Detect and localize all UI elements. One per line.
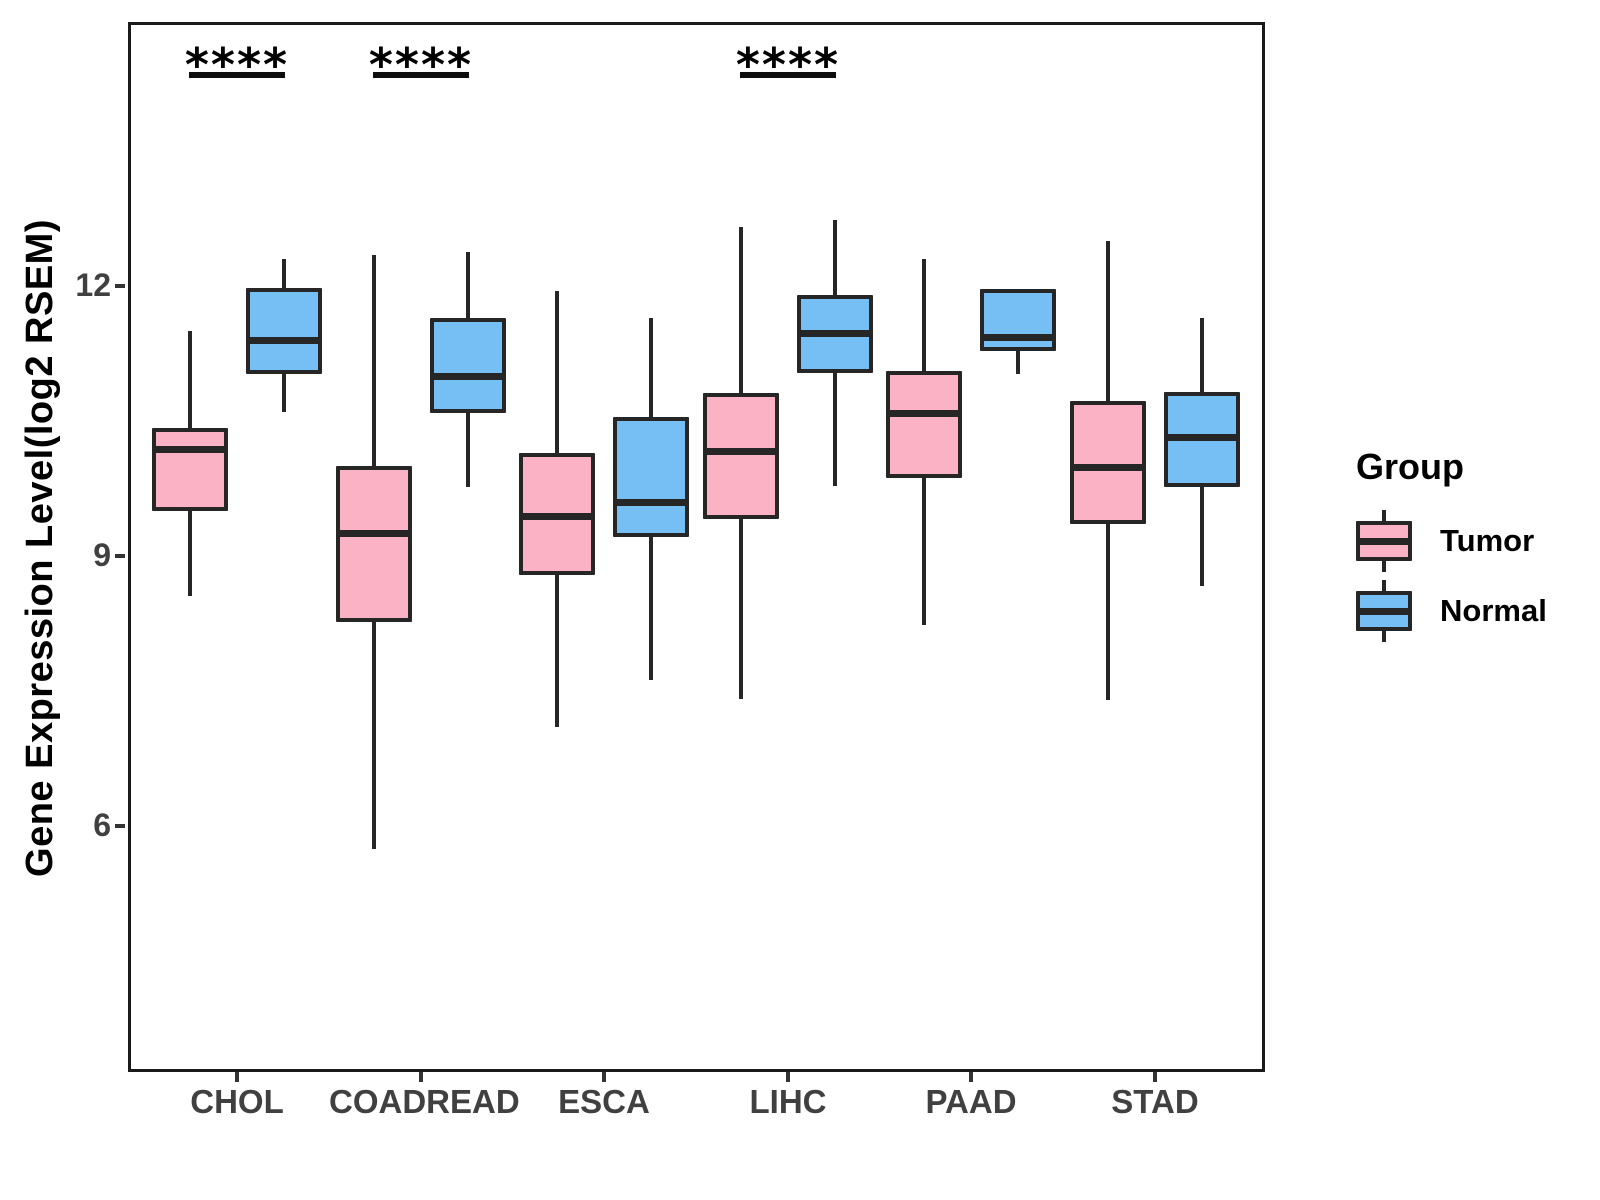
- x-axis-tick-coadread: [419, 1072, 423, 1082]
- significance-line-lihc: [740, 72, 836, 78]
- significance-stars-coadread: ****: [368, 38, 474, 92]
- box-coadread-tumor: [336, 466, 412, 622]
- x-axis-label-stad: STAD: [1111, 1083, 1199, 1120]
- median-chol-normal: [246, 337, 322, 344]
- box-esca-normal: [613, 417, 689, 537]
- median-esca-normal: [613, 499, 689, 506]
- significance-stars-chol: ****: [184, 38, 290, 92]
- legend-label-normal: Normal: [1440, 593, 1547, 628]
- legend-glyph-normal: [1356, 580, 1412, 642]
- legend-glyph-median: [1356, 538, 1412, 545]
- legend-glyph-median: [1356, 608, 1412, 615]
- x-axis-tick-paad: [969, 1072, 973, 1082]
- median-stad-tumor: [1070, 464, 1146, 471]
- legend-entry-normal: Normal: [1356, 580, 1596, 642]
- box-coadread-normal: [430, 318, 506, 413]
- y-axis-tick-9: [115, 554, 125, 558]
- median-coadread-tumor: [336, 530, 412, 537]
- x-axis-tick-stad: [1153, 1072, 1157, 1082]
- box-chol-tumor: [152, 428, 228, 511]
- legend-label-tumor: Tumor: [1440, 523, 1535, 558]
- y-axis-tick-label-6: 6: [93, 807, 111, 843]
- plot-panel: 6 9 12 CHOL COADREAD ESCA LIHC PAAD STAD **** ****…: [75, 22, 1265, 1120]
- median-chol-tumor: [152, 446, 228, 453]
- x-axis-tick-chol: [235, 1072, 239, 1082]
- box-paad-normal: [980, 289, 1056, 351]
- y-axis-tick-label-12: 12: [75, 267, 111, 303]
- x-axis-label-lihc: LIHC: [749, 1083, 827, 1120]
- median-coadread-normal: [430, 373, 506, 380]
- x-axis-label-esca: ESCA: [558, 1083, 650, 1120]
- median-lihc-tumor: [703, 448, 779, 455]
- x-axis-label-chol: CHOL: [190, 1083, 284, 1120]
- y-axis-title: Gene Expression Level(log2 RSEM): [19, 219, 61, 877]
- y-axis-tick-6: [115, 824, 125, 828]
- median-esca-tumor: [519, 513, 595, 520]
- median-paad-normal: [980, 334, 1056, 341]
- legend-title: Group: [1356, 446, 1464, 487]
- median-paad-tumor: [886, 410, 962, 417]
- significance-line-chol: [189, 72, 285, 78]
- x-axis-label-paad: PAAD: [925, 1083, 1017, 1120]
- box-stad-tumor: [1070, 401, 1146, 524]
- box-chol-normal: [246, 288, 322, 374]
- box-lihc-tumor: [703, 393, 779, 519]
- significance-line-coadread: [373, 72, 469, 78]
- y-axis-tick-label-9: 9: [93, 537, 111, 573]
- significance-stars-lihc: ****: [735, 38, 841, 92]
- x-axis-tick-esca: [602, 1072, 606, 1082]
- legend-entry-tumor: Tumor: [1356, 510, 1596, 572]
- x-axis-tick-lihc: [786, 1072, 790, 1082]
- median-stad-normal: [1164, 434, 1240, 441]
- legend: Group Tumor Normal: [1356, 446, 1596, 706]
- box-paad-tumor: [886, 371, 962, 478]
- y-axis-tick-12: [115, 284, 125, 288]
- median-lihc-normal: [797, 330, 873, 337]
- x-axis-label-coadread: COADREAD: [329, 1083, 520, 1120]
- legend-glyph-tumor: [1356, 510, 1412, 572]
